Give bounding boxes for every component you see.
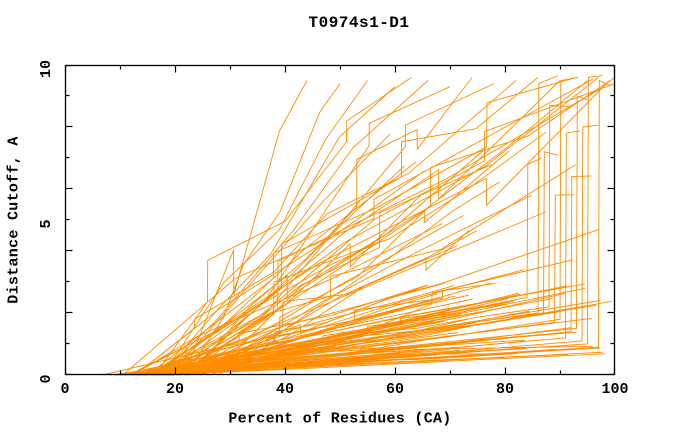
svg-text:5: 5 [38,219,55,228]
svg-text:80: 80 [496,381,514,398]
svg-text:100: 100 [601,381,628,398]
svg-text:0: 0 [60,381,69,398]
svg-text:0: 0 [38,374,55,383]
svg-text:10: 10 [38,60,55,78]
svg-text:60: 60 [386,381,404,398]
svg-text:40: 40 [276,381,294,398]
svg-text:20: 20 [166,381,184,398]
